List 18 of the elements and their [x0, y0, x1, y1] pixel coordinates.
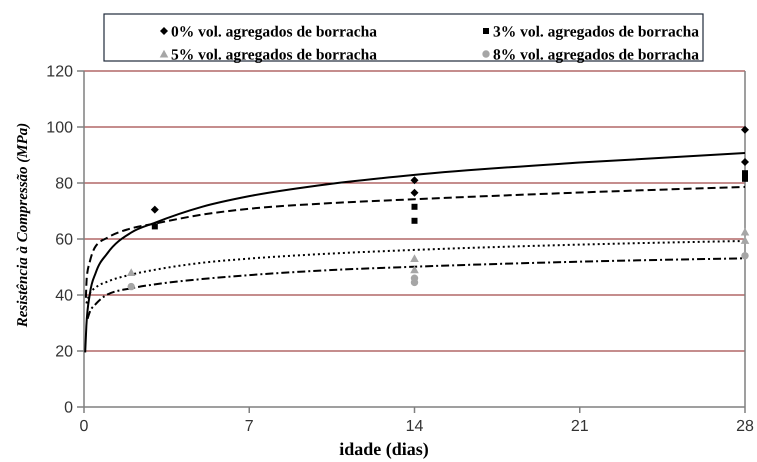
x-tick-label: 0	[80, 418, 89, 435]
legend-label: 8% vol. agregados de borracha	[493, 46, 700, 64]
y-tick-label: 80	[55, 176, 74, 193]
x-tick-label: 14	[406, 418, 424, 435]
y-tick-label: 120	[46, 64, 74, 81]
x-tick-label: 7	[244, 418, 254, 435]
legend-label: 3% vol. agregados de borracha	[493, 23, 700, 40]
legend-label: 0% vol. agregados de borracha	[171, 23, 378, 40]
y-tick-label: 40	[55, 288, 74, 305]
y-tick-label: 20	[55, 344, 74, 361]
x-tick-label: 21	[570, 418, 589, 435]
y-tick-label: 60	[55, 232, 74, 249]
x-axis-title: idade (dias)	[339, 439, 429, 459]
legend-label: 5% vol. agregados de borracha	[171, 46, 378, 64]
x-tick-label: 28	[736, 418, 754, 435]
y-tick-label: 100	[46, 120, 74, 137]
y-axis-title: Resistência à Compressão (MPa)	[15, 122, 31, 328]
y-tick-label: 0	[64, 400, 74, 417]
